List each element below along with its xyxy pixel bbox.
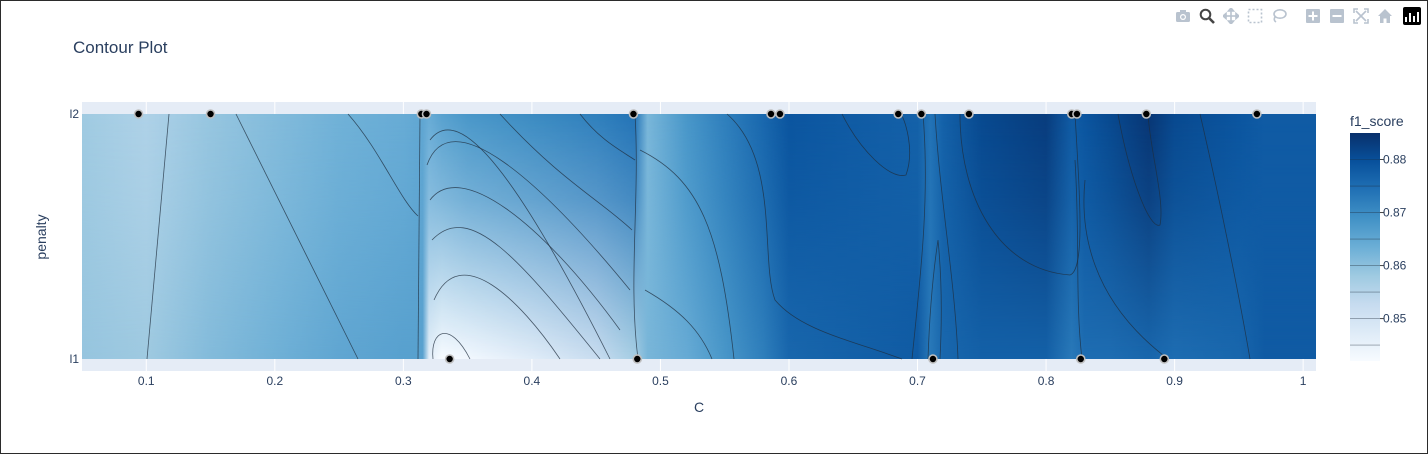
contour-line xyxy=(911,113,926,360)
contour-line xyxy=(841,113,910,176)
plotly-logo-icon[interactable] xyxy=(1403,7,1421,25)
contour-line xyxy=(1117,113,1162,226)
zoom-out-icon[interactable] xyxy=(1325,5,1349,27)
trial-point[interactable] xyxy=(928,354,938,364)
contour-line xyxy=(1074,159,1083,360)
contour-line xyxy=(1083,179,1169,360)
colorbar-tick-label: 0.85 xyxy=(1383,312,1407,326)
box-select-icon[interactable] xyxy=(1243,5,1267,27)
trial-point[interactable] xyxy=(1159,354,1170,364)
contour-line xyxy=(934,113,959,360)
trial-point[interactable] xyxy=(421,109,432,119)
contour-line xyxy=(579,113,636,161)
trial-point[interactable] xyxy=(632,354,643,364)
trial-point[interactable] xyxy=(133,109,144,119)
chart-title: Contour Plot xyxy=(73,38,168,57)
zoom-in-icon[interactable] xyxy=(1301,5,1325,27)
contour-line xyxy=(426,141,631,291)
trial-point[interactable] xyxy=(1075,354,1086,364)
trial-point[interactable] xyxy=(893,109,904,119)
colorbar xyxy=(1350,133,1380,361)
lasso-select-icon[interactable] xyxy=(1267,5,1291,27)
contour-line xyxy=(644,289,713,360)
contour-line xyxy=(1199,113,1251,360)
x-tick-label: 1 xyxy=(1300,374,1307,388)
trial-point[interactable] xyxy=(775,109,785,119)
colorbar-tick-label: 0.88 xyxy=(1383,153,1407,167)
contour-line xyxy=(235,113,359,360)
trial-point[interactable] xyxy=(1141,109,1152,119)
contour-line xyxy=(639,149,735,360)
modebar-toolbar xyxy=(1171,5,1421,27)
x-tick-label: 0.7 xyxy=(909,374,926,388)
x-axis-title: C xyxy=(694,399,704,415)
colorbar-tick-label: 0.87 xyxy=(1383,206,1407,220)
contour-line xyxy=(146,113,170,360)
contour-line xyxy=(633,113,639,360)
home-icon[interactable] xyxy=(1373,5,1397,27)
x-tick-label: 0.6 xyxy=(781,374,798,388)
contour-line xyxy=(726,113,903,360)
contour-line xyxy=(431,227,601,360)
contour-line xyxy=(417,113,421,360)
contour-line xyxy=(927,239,942,360)
trial-point[interactable] xyxy=(766,109,776,119)
x-tick-label: 0.3 xyxy=(395,374,412,388)
contour-line xyxy=(499,113,633,231)
trial-point[interactable] xyxy=(1072,109,1082,119)
x-tick-label: 0.8 xyxy=(1038,374,1055,388)
trial-point[interactable] xyxy=(1252,109,1262,119)
contour-fill-l2 xyxy=(82,114,1316,359)
autoscale-icon[interactable] xyxy=(1349,5,1373,27)
trial-point[interactable] xyxy=(916,109,927,119)
contour-line xyxy=(347,113,419,217)
x-tick-label: 0.5 xyxy=(652,374,669,388)
x-tick-label: 0.4 xyxy=(524,374,541,388)
contour-line xyxy=(432,333,471,360)
y-tick-label: l1 xyxy=(70,352,80,366)
trial-point[interactable] xyxy=(205,109,216,119)
x-tick-label: 0.1 xyxy=(138,374,155,388)
contour-line xyxy=(433,274,561,360)
contour-line xyxy=(429,187,621,331)
zoom-icon[interactable] xyxy=(1195,5,1219,27)
contour-line xyxy=(429,129,611,360)
trial-point[interactable] xyxy=(628,109,639,119)
x-tick-label: 0.9 xyxy=(1166,374,1183,388)
y-axis-title: penalty xyxy=(33,214,49,259)
camera-icon[interactable] xyxy=(1171,5,1195,27)
colorbar-tick-label: 0.86 xyxy=(1383,259,1407,273)
trial-point[interactable] xyxy=(444,354,455,364)
x-tick-label: 0.2 xyxy=(266,374,283,388)
y-tick-label: l2 xyxy=(70,107,80,121)
pan-icon[interactable] xyxy=(1219,5,1243,27)
contour-line xyxy=(959,113,1081,276)
trial-point[interactable] xyxy=(964,109,974,119)
colorbar-title: f1_score xyxy=(1350,113,1404,129)
